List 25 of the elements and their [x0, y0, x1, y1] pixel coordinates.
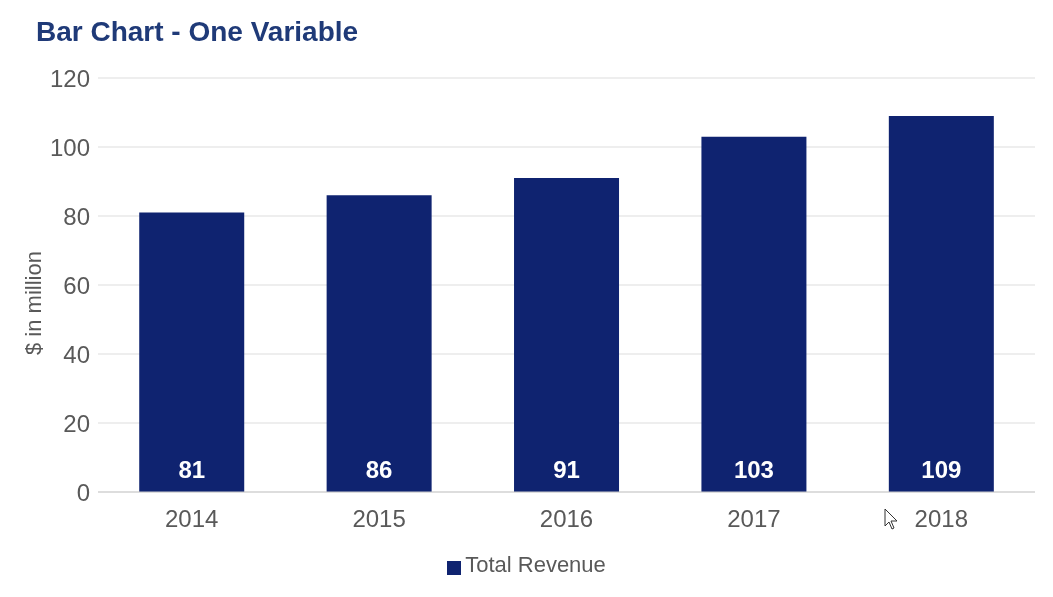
- y-tick-label: 60: [63, 271, 90, 299]
- bar: [326, 195, 432, 492]
- chart-title: Bar Chart - One Variable: [36, 16, 359, 48]
- bar: [514, 178, 620, 492]
- data-label: 81: [178, 456, 206, 483]
- y-tick-label: 100: [49, 133, 90, 161]
- bar: [888, 115, 994, 492]
- y-tick-label: 120: [49, 64, 90, 92]
- data-label: 86: [365, 456, 393, 483]
- y-tick-label: 20: [63, 409, 90, 437]
- x-tick-label: 2014: [165, 505, 219, 533]
- bar: [701, 136, 807, 492]
- x-tick-label: 2017: [727, 505, 781, 533]
- bar: [139, 212, 245, 492]
- y-tick-label: 80: [63, 202, 90, 230]
- y-tick-label: 0: [76, 478, 90, 506]
- data-label: 91: [553, 456, 580, 483]
- legend-label: Total Revenue: [465, 552, 606, 577]
- x-tick-label: 2015: [352, 505, 406, 533]
- y-tick-label: 40: [63, 340, 90, 368]
- x-tick-label: 2016: [539, 505, 594, 533]
- data-label: 109: [921, 456, 962, 483]
- data-label: 103: [733, 456, 774, 483]
- x-tick-label: 2018: [914, 505, 968, 533]
- y-axis-title: $ in million: [20, 251, 46, 355]
